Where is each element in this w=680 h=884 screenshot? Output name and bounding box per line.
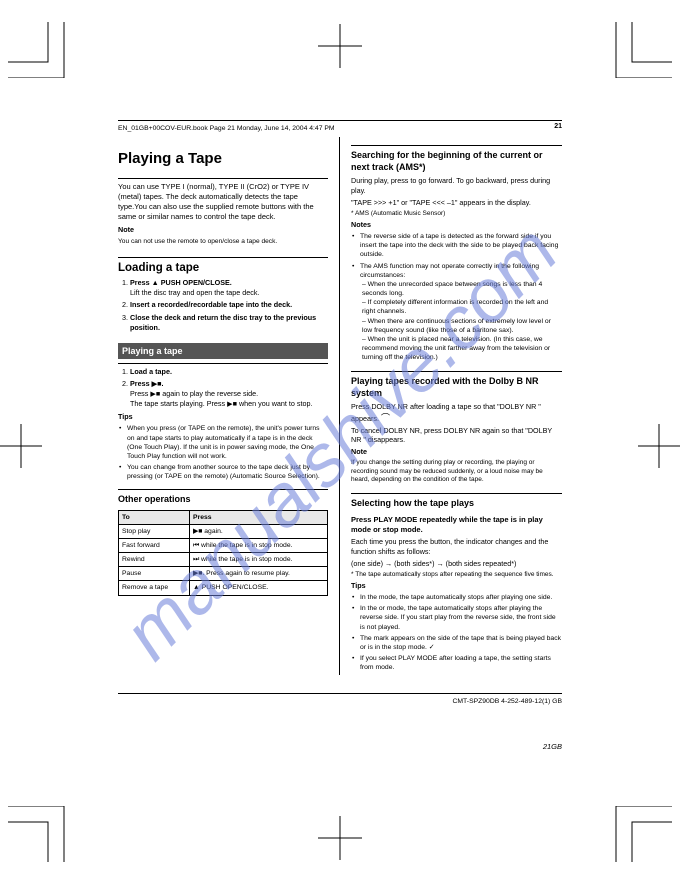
table-head: Press: [190, 510, 328, 524]
tip-item: In the or mode, the tape automatically s…: [351, 604, 562, 632]
step-text: Press: [130, 278, 152, 287]
tips-label: Tips: [351, 581, 366, 590]
note-item: The reverse side of a tape is detected a…: [351, 232, 562, 260]
cell: while the tape is in stop mode.: [199, 556, 292, 563]
table-row: Remove a tape▲ PUSH OPEN/CLOSE.: [119, 581, 328, 595]
playing-steps: Load a tape. Press ▶■. Press ▶■ again to…: [118, 367, 328, 409]
dolby-body: To cancel DOLBY NR, press DOLBY NR again…: [351, 426, 562, 445]
search-footnote: * AMS (Automatic Music Sensor): [351, 210, 562, 219]
search-body: During play, press to go forward. To go …: [351, 176, 562, 195]
dolby-body: Press DOLBY NR after loading a tape so t…: [351, 402, 562, 424]
repeat-sequence: (one side) → (both sides*) → (both sides…: [351, 559, 562, 569]
loading-steps: Press ▲ PUSH OPEN/CLOSE.Lift the disc tr…: [118, 278, 328, 333]
play-stop-icon: ▶■: [227, 399, 237, 408]
crop-mark-tr: [612, 22, 672, 78]
cell: Fast forward: [119, 538, 190, 552]
step-text: Insert a recorded/recordable tape into t…: [130, 300, 292, 309]
table-row: Fast forward⏮ while the tape is in stop …: [119, 538, 328, 552]
note-label: Note: [118, 225, 134, 234]
loading-title: Loading a tape: [118, 257, 328, 275]
repeat-tips: In the mode, the tape automatically stop…: [351, 593, 562, 672]
operations-table: ToPress Stop play▶■ again. Fast forward⏮…: [118, 510, 328, 596]
note-sub: – When there are continuous sections of …: [362, 317, 562, 335]
crop-mark-mr: [638, 406, 680, 486]
page-header: EN_01GB+00COV-EUR.book Page 21 Monday, J…: [118, 120, 562, 133]
crop-mark-bl: [8, 806, 68, 862]
page-footer: CMT-SPZ90DB 4-252-489-12(1) GB: [118, 693, 562, 706]
play-stop-icon: ▶■: [152, 379, 162, 388]
step-text: Close the deck and return the disc tray …: [130, 313, 316, 332]
repeat-footnote: * The tape automatically stops after rep…: [351, 571, 562, 580]
table-head: To: [119, 510, 190, 524]
note-sub: – If completely different information is…: [362, 298, 562, 316]
footer-right: CMT-SPZ90DB 4-252-489-12(1) GB: [452, 697, 562, 706]
dolby-title: Playing tapes recorded with the Dolby B …: [351, 371, 562, 399]
step-sub: when you want to stop.: [237, 399, 313, 408]
other-ops-title: Other operations: [118, 489, 328, 505]
note-sub: – When the unrecorded space between song…: [362, 280, 562, 298]
tip-item: The mark appears on the side of the tape…: [351, 634, 562, 652]
page-number: 21GB: [543, 742, 562, 752]
table-row: Pause▶■. Press again to resume play.: [119, 567, 328, 581]
crop-mark-ml: [0, 406, 42, 486]
header-path: EN_01GB+00COV-EUR.book Page 21 Monday, J…: [118, 124, 335, 133]
cell: while the tape is in stop mode.: [199, 542, 292, 549]
left-column: Playing a Tape You can use TYPE I (norma…: [118, 137, 340, 674]
playing-title: Playing a tape: [118, 343, 328, 359]
step-sub: Press: [130, 389, 150, 398]
step-text: PUSH OPEN/CLOSE.: [161, 278, 232, 287]
tip-item: When you press (or TAPE on the remote), …: [118, 424, 328, 461]
note-body: You can not use the remote to open/close…: [118, 238, 328, 247]
cell: . Press again to resume play.: [202, 570, 290, 577]
note-item: The AMS function may not operate correct…: [351, 262, 562, 363]
cell: Rewind: [119, 553, 190, 567]
repeat-body: Each time you press the button, the indi…: [351, 537, 562, 556]
tips-label: Tips: [118, 412, 133, 421]
table-row: Rewind⏭ while the tape is in stop mode.: [119, 553, 328, 567]
table-row: Stop play▶■ again.: [119, 524, 328, 538]
crop-mark-br: [612, 806, 672, 862]
search-notes: The reverse side of a tape is detected a…: [351, 232, 562, 362]
cell: Stop play: [119, 524, 190, 538]
play-stop-icon: ▶■: [193, 528, 202, 535]
crop-mark-tc: [300, 24, 380, 68]
step-text: Press: [130, 379, 152, 388]
crop-mark-bc: [300, 816, 380, 860]
check-icon: ✓: [429, 644, 435, 651]
tips-list: When you press (or TAPE on the remote), …: [118, 424, 328, 481]
repeat-intro: Press PLAY MODE repeatedly while the tap…: [351, 515, 562, 535]
page-content: 21 EN_01GB+00COV-EUR.book Page 21 Monday…: [118, 120, 562, 750]
play-stop-icon: ▶■: [193, 570, 202, 577]
step-text: .: [161, 379, 163, 388]
right-column: Searching for the beginning of the curre…: [340, 137, 562, 674]
tip-item: In the mode, the tape automatically stop…: [351, 593, 562, 602]
note-label: Note: [351, 447, 367, 456]
play-stop-icon: ▶■: [150, 389, 160, 398]
crop-mark-tl: [8, 22, 68, 78]
page-number-tab: 21: [554, 122, 562, 131]
search-title: Searching for the beginning of the curre…: [351, 145, 562, 173]
eject-icon: ▲: [152, 278, 161, 287]
step-sub: The tape starts playing. Press: [130, 399, 227, 408]
dolby-note: If you change the setting during play or…: [351, 459, 562, 485]
cell: Pause: [119, 567, 190, 581]
repeat-title: Selecting how the tape plays: [351, 493, 562, 509]
notes-label: Notes: [351, 220, 371, 229]
tip-item: If you select PLAY MODE after loading a …: [351, 654, 562, 672]
search-body: "TAPE >>> +1" or "TAPE <<< –1" appears i…: [351, 198, 562, 208]
cell: again.: [202, 528, 222, 535]
step-sub: Lift the disc tray and open the tape dec…: [130, 288, 328, 298]
step-text: Load a tape.: [130, 367, 172, 376]
cell: Remove a tape: [119, 581, 190, 595]
step-sub: again to play the reverse side.: [160, 389, 258, 398]
tip-item: You can change from another source to th…: [118, 463, 328, 481]
dolby-icon: ⌒: [381, 413, 390, 423]
main-title: Playing a Tape: [118, 151, 328, 168]
note-sub: – When the unit is placed near a televis…: [362, 335, 562, 363]
eject-icon: ▲: [193, 584, 202, 591]
intro-text: You can use TYPE I (normal), TYPE II (Cr…: [118, 182, 328, 223]
cell: PUSH OPEN/CLOSE.: [202, 584, 269, 591]
